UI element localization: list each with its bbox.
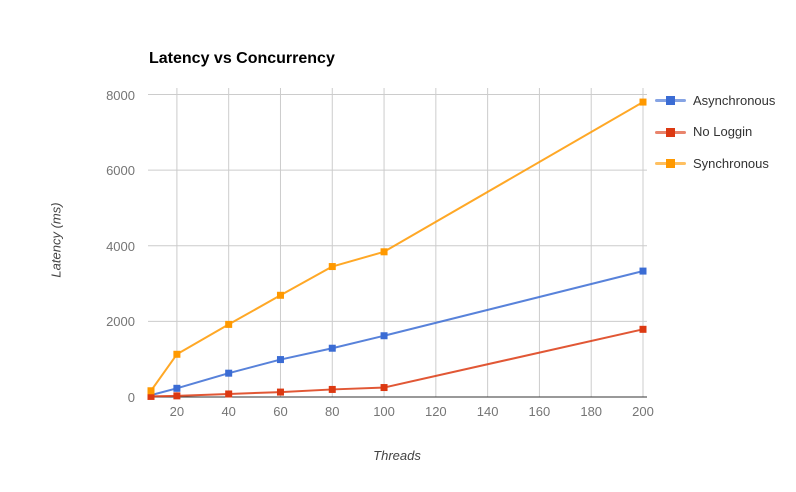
data-point-synchronous-20 — [173, 350, 181, 358]
legend-label: Asynchronous — [693, 92, 776, 108]
data-point-no-loggin-80 — [328, 385, 336, 393]
chart-title: Latency vs Concurrency — [149, 50, 335, 67]
y-tick-label-8000: 8000 — [106, 87, 135, 103]
x-tick-label-140: 140 — [476, 404, 499, 419]
data-point-no-loggin-60 — [276, 388, 284, 396]
data-point-synchronous-40 — [225, 320, 233, 328]
data-point-synchronous-80 — [328, 263, 336, 271]
data-point-no-loggin-40 — [225, 390, 233, 398]
y-axis-tick-labels: 0 2000 4000 6000 8000 — [0, 0, 137, 492]
x-tick-label-20: 20 — [169, 404, 185, 419]
x-tick-label-40: 40 — [221, 404, 236, 419]
x-tick-label-160: 160 — [528, 404, 551, 419]
legend-label: No Loggin — [693, 124, 753, 139]
x-tick-label-100: 100 — [373, 404, 395, 419]
data-point-synchronous-10 — [147, 387, 155, 395]
legend-marker-asynchronous — [655, 92, 686, 108]
y-tick-label-6000: 6000 — [106, 163, 135, 179]
x-tick-label-120: 120 — [424, 404, 447, 419]
x-tick-label-180: 180 — [580, 404, 603, 419]
data-point-asynchronous-20 — [173, 384, 181, 392]
data-point-no-loggin-10 — [147, 392, 155, 400]
data-point-no-loggin-200 — [639, 325, 647, 333]
data-point-synchronous-100 — [380, 248, 388, 256]
data-point-no-loggin-100 — [380, 384, 388, 392]
legend-square-icon — [666, 159, 675, 168]
legend-marker-synchronous — [655, 155, 686, 171]
legend-item-no-loggin: No Loggin — [655, 124, 752, 140]
x-tick-label-200: 200 — [632, 404, 654, 419]
x-axis-title: Threads — [373, 448, 421, 463]
legend-item-asynchronous: Asynchronous — [655, 92, 775, 108]
data-point-synchronous-60 — [276, 291, 284, 299]
legend-square-icon — [666, 96, 675, 105]
y-axis-title: Latency (ms) — [48, 202, 64, 278]
legend-marker-no-loggin — [655, 124, 686, 140]
legend-square-icon — [666, 127, 675, 137]
y-tick-label-4000: 4000 — [106, 238, 135, 254]
y-tick-label-0: 0 — [127, 390, 135, 405]
data-point-asynchronous-80 — [328, 344, 336, 352]
data-point-asynchronous-100 — [380, 332, 388, 340]
data-point-asynchronous-200 — [639, 267, 647, 275]
legend-label: Synchronous — [693, 155, 769, 171]
x-tick-label-60: 60 — [273, 404, 288, 419]
y-tick-label-2000: 2000 — [106, 314, 135, 330]
data-point-asynchronous-60 — [276, 356, 284, 364]
data-point-asynchronous-40 — [225, 369, 233, 377]
x-tick-label-80: 80 — [325, 404, 340, 419]
data-point-no-loggin-20 — [173, 392, 181, 400]
data-point-synchronous-200 — [639, 98, 647, 106]
legend-item-synchronous: Synchronous — [655, 155, 769, 171]
